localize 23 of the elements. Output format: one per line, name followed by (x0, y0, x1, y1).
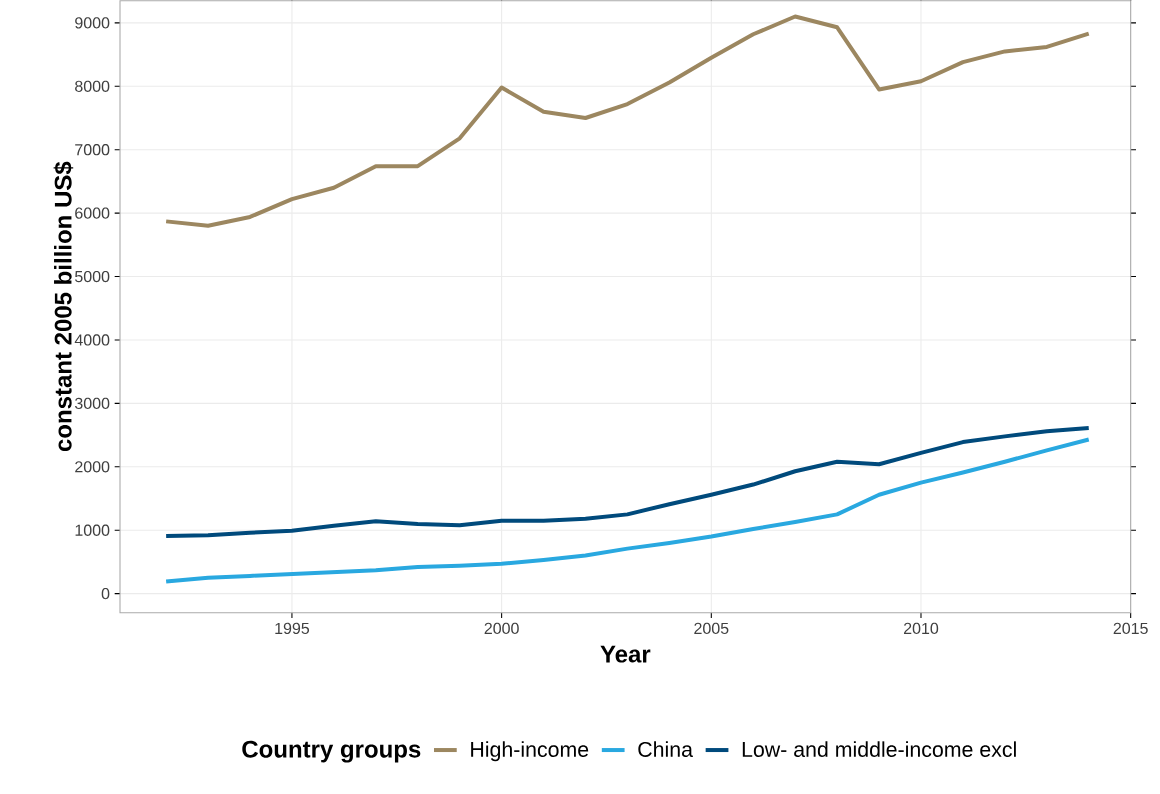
y-tick-label: 2000 (75, 461, 110, 473)
legend-label: Low- and middle-income excl (742, 741, 1016, 757)
x-tick-label: 2000 (484, 622, 519, 635)
line-series (164, 426, 1091, 538)
legend-label: China (638, 741, 693, 757)
y-tick-label: 8000 (75, 80, 110, 92)
y-tick-label: 9000 (75, 17, 110, 29)
x-tick-label: 2005 (694, 622, 729, 635)
y-tick-label: 7000 (75, 144, 110, 156)
y-tick-label: 6000 (75, 207, 110, 219)
y-axis-title: constant 2005 billion US$ (53, 161, 74, 452)
x-tick-label: 1995 (275, 622, 310, 635)
y-tick-label: 4000 (74, 334, 110, 346)
x-tick-label: 2010 (903, 622, 939, 635)
y-tick-label: 1000 (75, 524, 110, 536)
line-series (164, 14, 1091, 228)
x-axis-title: Year (600, 645, 651, 663)
y-tick-label: 3000 (74, 397, 110, 410)
x-tick-label: 2015 (1113, 622, 1148, 635)
y-tick-label: 0 (101, 587, 110, 600)
y-tick-label: 5000 (75, 270, 110, 283)
legend-title: Country groups (242, 740, 421, 763)
legend-label: High-income (471, 741, 589, 762)
